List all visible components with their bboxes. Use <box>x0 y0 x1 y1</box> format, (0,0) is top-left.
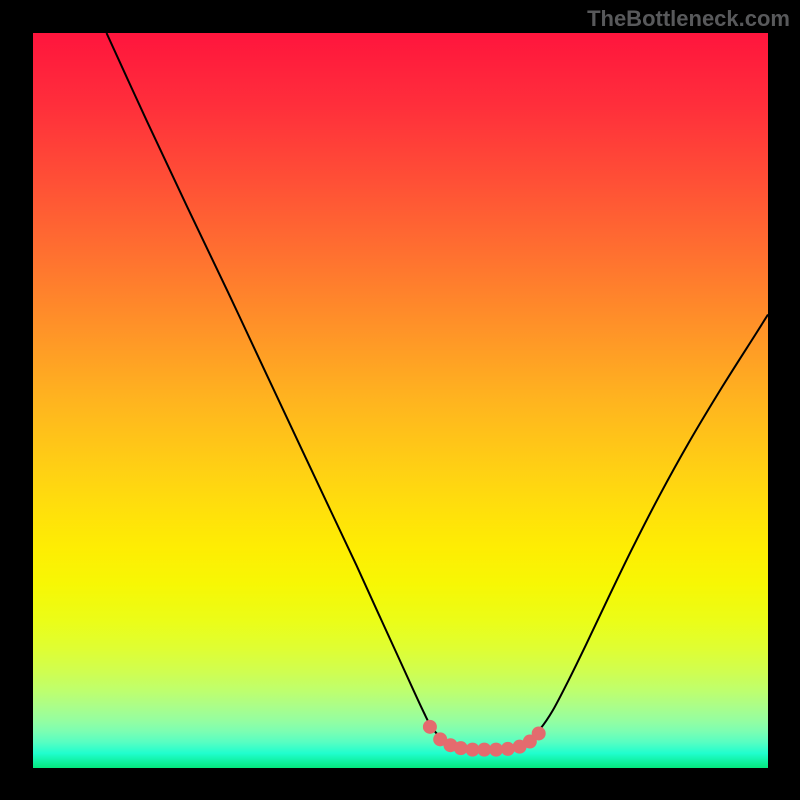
curve-layer <box>33 33 768 768</box>
watermark-text: TheBottleneck.com <box>587 6 790 32</box>
curve-marker <box>501 742 515 756</box>
curve-marker <box>423 720 437 734</box>
marker-group <box>423 720 546 757</box>
plot-area <box>33 33 768 768</box>
curve-marker <box>454 741 468 755</box>
bottleneck-chart: TheBottleneck.com <box>0 0 800 800</box>
curve-marker <box>532 726 546 740</box>
bottleneck-curve <box>107 33 769 750</box>
